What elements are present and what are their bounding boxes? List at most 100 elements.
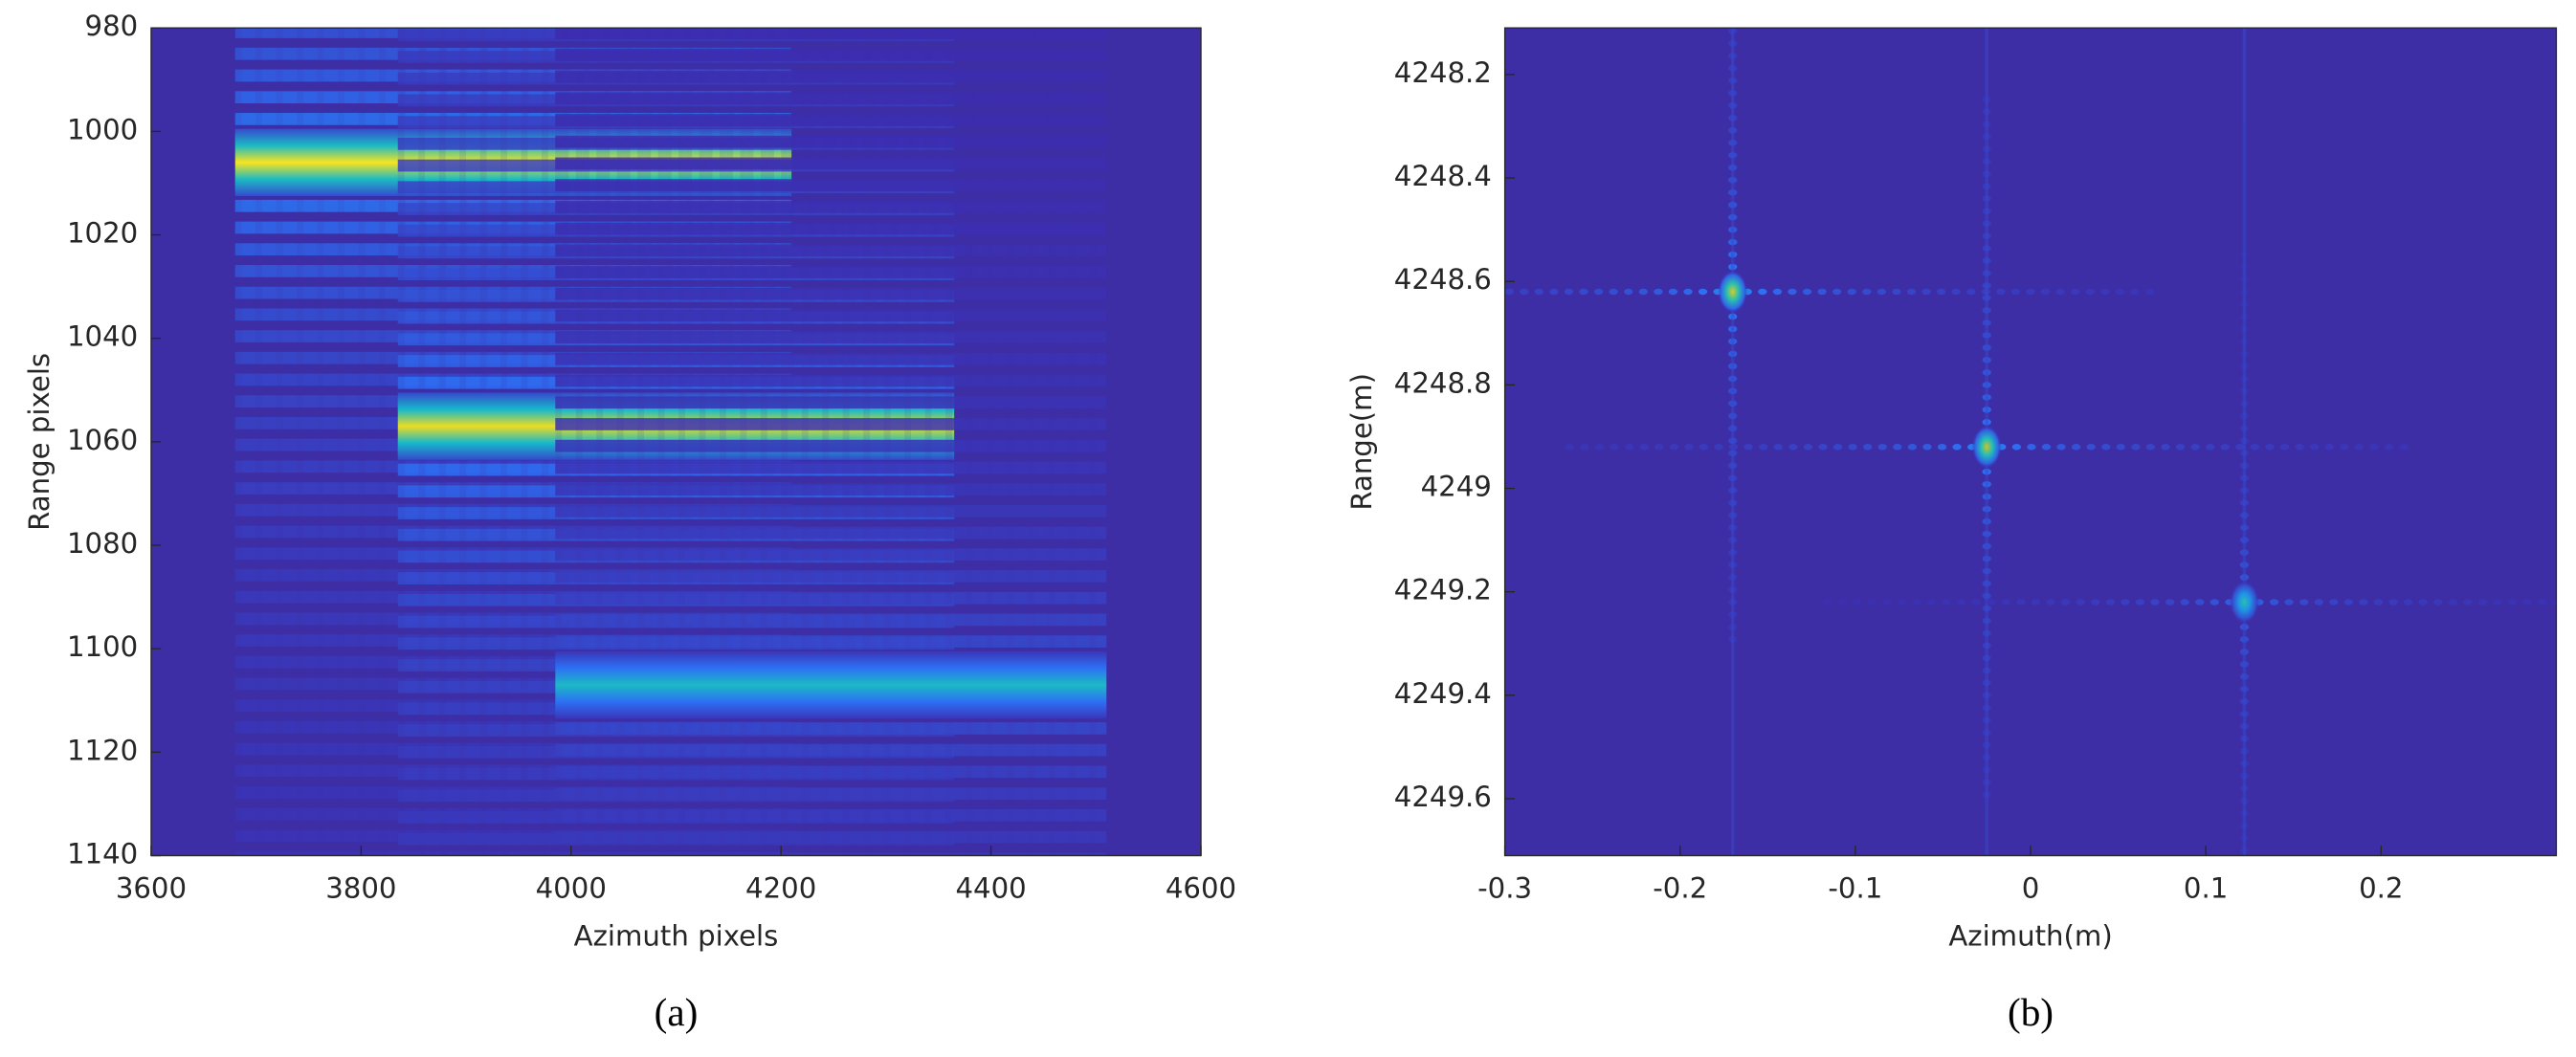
sidelobe [555, 787, 1107, 800]
sidelobe [1610, 444, 1619, 451]
sidelobe [2115, 288, 2125, 296]
sidelobe [1788, 444, 1798, 451]
sidelobe [1504, 288, 1514, 296]
sidelobe [555, 70, 1107, 83]
sidelobe [1987, 599, 1996, 606]
sidelobe [1921, 288, 1931, 296]
sidelobe [555, 266, 1107, 278]
sidelobe [2295, 444, 2304, 451]
sidelobe [1654, 444, 1664, 451]
y-tick-label: 1060 [67, 424, 138, 456]
sidelobe [781, 28, 788, 856]
sidelobe [234, 28, 242, 856]
sidelobe [2016, 599, 2026, 606]
sidelobe [1341, 289, 1349, 295]
y-tick-label: 1020 [67, 217, 138, 250]
sidelobe [1027, 28, 1034, 856]
sidelobe [1370, 289, 1379, 295]
sidelobe [1326, 289, 1335, 295]
sidelobe [555, 743, 1107, 757]
sidelobe [1624, 444, 1634, 451]
sidelobe [1817, 288, 1827, 296]
sidelobe [2493, 599, 2502, 606]
sidelobe [740, 28, 747, 856]
sidelobe [1668, 288, 1678, 296]
sidelobe [2418, 599, 2428, 606]
sidelobe [2507, 599, 2518, 606]
sidelobe [2399, 444, 2409, 451]
y-tick-label: 4249.2 [1394, 574, 1492, 606]
sidelobe [1759, 444, 1768, 451]
y-tick-label: 1120 [67, 734, 138, 766]
sidelobe [555, 157, 1107, 170]
x-tick-label: 0.2 [2359, 872, 2403, 905]
sidelobe [2031, 599, 2041, 606]
sidelobe [2240, 860, 2249, 866]
sidelobe [2175, 444, 2186, 451]
sidelobe [555, 179, 1107, 191]
sidelobe [555, 374, 1107, 387]
x-tick-label: -0.2 [1653, 872, 1707, 905]
sidelobe [555, 200, 1107, 213]
sidelobe [1698, 288, 1708, 296]
sidelobe [616, 28, 624, 856]
sidelobe [2299, 599, 2309, 606]
sidelobe [397, 854, 955, 856]
sidelobe [822, 28, 830, 856]
x-tick-label: 4000 [536, 872, 607, 905]
sidelobe [2240, 922, 2249, 928]
sidelobe [1743, 444, 1753, 451]
sidelobe [2144, 288, 2155, 296]
sidelobe [297, 28, 303, 856]
sidelobe [1847, 288, 1856, 296]
sidelobe [1862, 288, 1872, 296]
sidelobe [555, 613, 1107, 627]
sidelobe [1882, 599, 1892, 606]
sidelobe [1867, 599, 1876, 606]
y-axis-label: Range pixels [23, 353, 56, 531]
sidelobe [2101, 444, 2111, 451]
sidelobe [1699, 444, 1709, 451]
sidelobe [1788, 288, 1797, 296]
sidelobe [555, 830, 1107, 844]
caption: (b) [2008, 990, 2054, 1035]
sidelobe [1832, 444, 1843, 451]
sidelobe [2359, 599, 2368, 606]
sidelobe [2240, 897, 2249, 903]
sidelobe [1089, 28, 1097, 856]
sidelobe [276, 28, 283, 856]
sidelobe [2041, 444, 2052, 451]
y-tick-label: 4248.8 [1394, 366, 1492, 399]
y-tick-label: 4248.2 [1394, 56, 1492, 89]
sidelobe [555, 570, 1107, 583]
sidelobe [1952, 444, 1962, 451]
sidelobe [1848, 444, 1857, 451]
sidelobe [378, 28, 386, 856]
sidelobe [842, 28, 850, 856]
sidelobe [555, 114, 1107, 126]
sidelobe [2448, 599, 2458, 606]
sidelobe [2240, 910, 2249, 915]
sidelobe [1802, 288, 1812, 296]
sidelobe [555, 287, 1107, 300]
x-axis-label: Azimuth(m) [1948, 919, 2112, 952]
target-band [555, 650, 1107, 719]
sidelobe [338, 28, 344, 856]
sidelobe [2071, 288, 2080, 296]
sidelobe [555, 504, 1107, 517]
sidelobe [2046, 599, 2055, 606]
sidelobe [555, 526, 1107, 540]
y-tick-label: 1140 [67, 837, 138, 870]
sidelobe [1936, 288, 1946, 296]
sidelobe [2354, 444, 2365, 451]
sidelobe [555, 765, 1107, 779]
caption: (a) [655, 990, 699, 1035]
sidelobe [555, 331, 1107, 343]
sidelobe [1594, 444, 1605, 451]
x-tick-label: 4200 [745, 872, 816, 905]
sidelobe [2477, 599, 2488, 606]
x-tick-label: -0.3 [1477, 872, 1532, 905]
sidelobe [1758, 288, 1767, 296]
sidelobe [678, 28, 685, 856]
sidelobe [2343, 599, 2354, 606]
